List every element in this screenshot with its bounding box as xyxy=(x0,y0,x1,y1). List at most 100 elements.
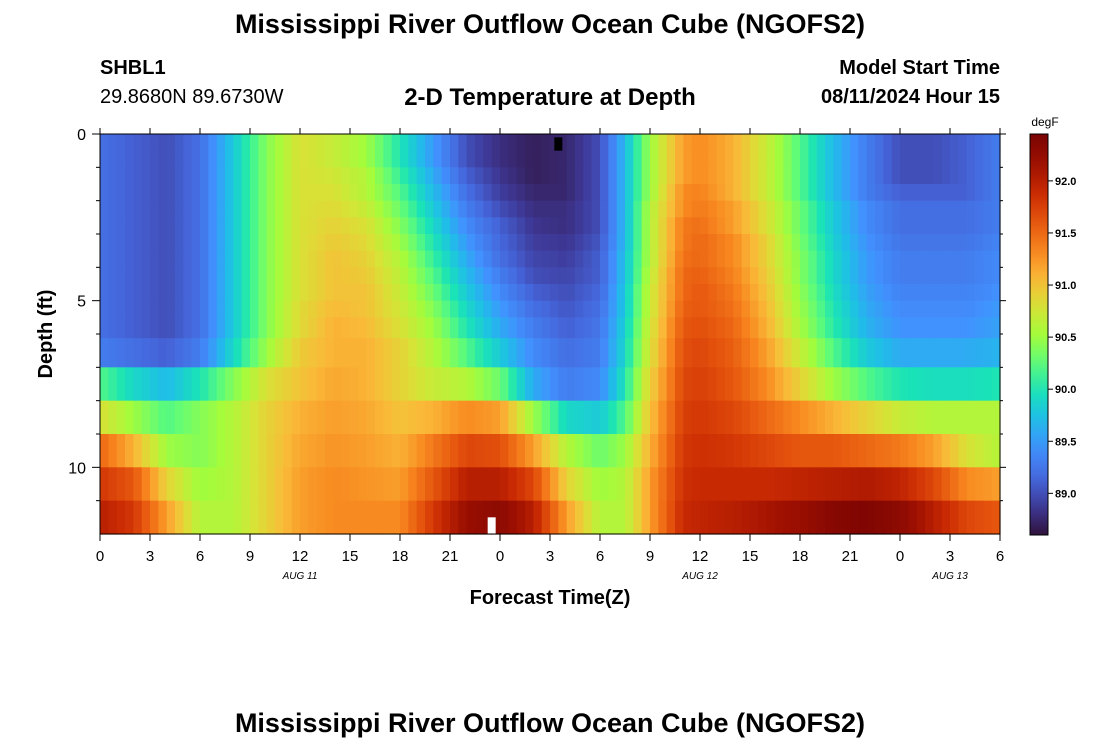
heatmap-cell xyxy=(516,500,526,535)
x-tick-label: 3 xyxy=(946,548,954,565)
heatmap-cell xyxy=(683,338,693,368)
heatmap-cell xyxy=(216,467,226,502)
heatmap-cell xyxy=(808,400,818,435)
heatmap-cell xyxy=(375,467,384,502)
heatmap-cell xyxy=(716,184,726,202)
heatmap-cell xyxy=(750,338,759,368)
heatmap-cell xyxy=(958,267,968,285)
heatmap-cell xyxy=(641,267,651,285)
heatmap-cell xyxy=(508,434,518,468)
heatmap-cell xyxy=(716,338,726,368)
heatmap-cell xyxy=(508,317,518,339)
heatmap-cell xyxy=(900,250,909,268)
heatmap-cell xyxy=(433,167,443,185)
heatmap-cell xyxy=(625,217,634,235)
heatmap-cell xyxy=(350,300,359,318)
heatmap-cell xyxy=(741,284,751,302)
heatmap-cell xyxy=(833,338,843,368)
heatmap-cell xyxy=(975,234,984,252)
heatmap-cell xyxy=(375,150,384,168)
heatmap-cell xyxy=(116,467,126,502)
heatmap-cell xyxy=(316,400,326,435)
heatmap-cell xyxy=(541,134,551,152)
heatmap-cell xyxy=(283,400,293,435)
heatmap-cell xyxy=(608,400,618,435)
heatmap-cell xyxy=(775,217,784,235)
heatmap-cell xyxy=(391,267,401,285)
heatmap-cell xyxy=(366,234,376,252)
heatmap-cell xyxy=(408,500,418,535)
heatmap-cell xyxy=(616,500,626,535)
heatmap-cell xyxy=(383,284,393,302)
heatmap-cell xyxy=(808,300,818,318)
heatmap-cell xyxy=(141,167,151,185)
heatmap-cell xyxy=(875,284,884,302)
heatmap-cell xyxy=(683,217,693,235)
heatmap-cell xyxy=(958,400,968,435)
heatmap-cell xyxy=(666,250,676,268)
x-tick-label: 9 xyxy=(246,548,254,565)
heatmap-cell xyxy=(341,200,351,218)
heatmap-cell xyxy=(908,317,918,339)
heatmap-cell xyxy=(900,284,909,302)
heatmap-cell xyxy=(958,134,968,152)
heatmap-cell xyxy=(266,434,276,468)
heatmap-cell xyxy=(383,250,393,268)
heatmap-cell xyxy=(600,367,609,402)
heatmap-cell xyxy=(875,400,884,435)
heatmap-cell xyxy=(716,367,726,402)
heatmap-cell xyxy=(991,338,1001,368)
heatmap-cell xyxy=(966,250,976,268)
heatmap-cell xyxy=(900,184,909,202)
heatmap-cell xyxy=(483,134,493,152)
heatmap-cell xyxy=(816,467,826,502)
heatmap-cell xyxy=(933,150,943,168)
heatmap-cell xyxy=(625,184,634,202)
heatmap-cell xyxy=(775,267,784,285)
heatmap-cell xyxy=(633,300,643,318)
heatmap-cell xyxy=(808,250,818,268)
heatmap-cell xyxy=(775,434,784,468)
heatmap-cell xyxy=(525,267,534,285)
heatmap-cell xyxy=(575,167,584,185)
heatmap-cell xyxy=(816,200,826,218)
heatmap-cell xyxy=(591,400,601,435)
heatmap-cell xyxy=(841,500,851,535)
heatmap-cell xyxy=(325,217,334,235)
heatmap-cell xyxy=(158,338,168,368)
heatmap-cell xyxy=(725,267,734,285)
heatmap-cell xyxy=(508,134,518,152)
heatmap-cell xyxy=(391,200,401,218)
heatmap-cell xyxy=(300,317,309,339)
heatmap-cell xyxy=(766,434,776,468)
heatmap-cell xyxy=(108,467,118,502)
heatmap-cell xyxy=(608,317,618,339)
heatmap-cell xyxy=(425,338,434,368)
heatmap-cell xyxy=(775,234,784,252)
heatmap-cell xyxy=(483,300,493,318)
heatmap-cell xyxy=(425,167,434,185)
heatmap-cell xyxy=(133,467,143,502)
heatmap-cell xyxy=(791,317,801,339)
heatmap-cell xyxy=(175,434,184,468)
heatmap-cell xyxy=(158,500,168,535)
heatmap-cell xyxy=(783,317,793,339)
heatmap-cell xyxy=(266,134,276,152)
heatmap-cell xyxy=(316,434,326,468)
heatmap-cell xyxy=(241,184,251,202)
heatmap-cell xyxy=(558,300,568,318)
heatmap-cell xyxy=(183,184,193,202)
heatmap-cell xyxy=(608,250,618,268)
heatmap-cell xyxy=(283,167,293,185)
heatmap-cell xyxy=(150,400,159,435)
x-tick-label: 12 xyxy=(292,548,309,565)
heatmap-cell xyxy=(833,434,843,468)
heatmap-cell xyxy=(100,267,109,285)
heatmap-cell xyxy=(650,284,659,302)
heatmap-cell xyxy=(533,200,543,218)
heatmap-cell xyxy=(975,250,984,268)
heatmap-cell xyxy=(633,200,643,218)
heatmap-cell xyxy=(783,134,793,152)
heatmap-cell xyxy=(766,167,776,185)
